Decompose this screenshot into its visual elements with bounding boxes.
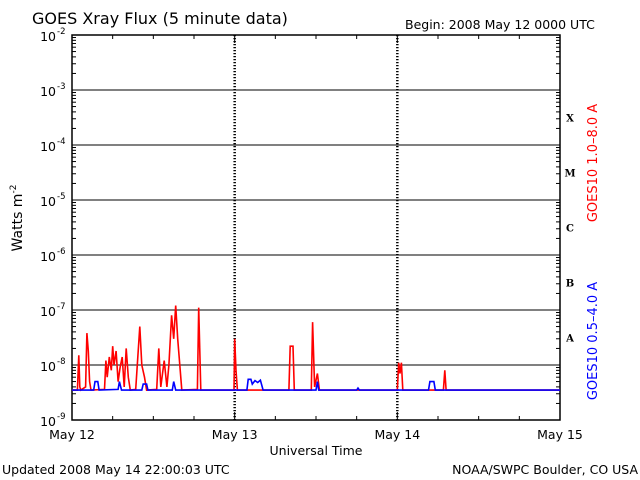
y-tick-exponent: -9	[57, 412, 65, 422]
credit: NOAA/SWPC Boulder, CO USA	[452, 462, 638, 477]
x-tick-label: May 13	[212, 427, 258, 442]
y-tick-exponent: -4	[57, 137, 65, 147]
updated-time: Updated 2008 May 14 22:00:03 UTC	[2, 462, 230, 477]
chart-title: GOES Xray Flux (5 minute data)	[32, 9, 288, 28]
series-line-0	[72, 305, 560, 392]
y-tick-exponent: -3	[57, 82, 65, 92]
begin-time: Begin: 2008 May 12 0000 UTC	[405, 17, 595, 32]
y-tick-label: 10	[40, 249, 56, 264]
grid-lines	[72, 89, 560, 366]
y-axis-label: Watts m-2	[9, 185, 26, 252]
y-axis-label-exponent: -2	[9, 185, 19, 194]
y-tick-label: 10	[40, 414, 56, 429]
legend-series-long: GOES10 1.0–8.0 A	[586, 104, 601, 222]
y-tick-label: 10	[40, 304, 56, 319]
flare-class-label: A	[565, 334, 574, 345]
flare-class-labels: X M C B A	[564, 114, 575, 345]
series-group	[72, 305, 560, 392]
plot-frame	[71, 34, 561, 421]
flare-class-label: B	[566, 279, 574, 290]
x-axis-ticks: May 12 May 13 May 14 May 15	[49, 35, 583, 442]
x-tick-label: May 14	[374, 427, 420, 442]
x-axis-label: Universal Time	[270, 443, 363, 458]
day-dividers	[233, 35, 399, 420]
y-axis-ticks: 10-910-810-710-610-510-410-310-2	[40, 27, 560, 429]
flare-class-label: M	[564, 169, 575, 180]
y-tick-label: 10	[40, 139, 56, 154]
y-tick-exponent: -2	[57, 27, 65, 37]
y-tick-label: 10	[40, 84, 56, 99]
x-tick-label: May 12	[49, 427, 95, 442]
legend-series-short: GOES10 0.5–4.0 A	[586, 282, 601, 400]
y-tick-exponent: -6	[57, 247, 65, 257]
flare-class-label: C	[566, 224, 574, 235]
y-tick-exponent: -8	[57, 357, 65, 367]
series-line-1	[72, 378, 560, 391]
y-tick-label: 10	[40, 29, 56, 44]
flare-class-label: X	[566, 114, 574, 125]
y-tick-label: 10	[40, 194, 56, 209]
y-tick-exponent: -5	[57, 192, 65, 202]
y-tick-exponent: -7	[57, 302, 65, 312]
y-tick-label: 10	[40, 359, 56, 374]
x-tick-label: May 15	[537, 427, 583, 442]
